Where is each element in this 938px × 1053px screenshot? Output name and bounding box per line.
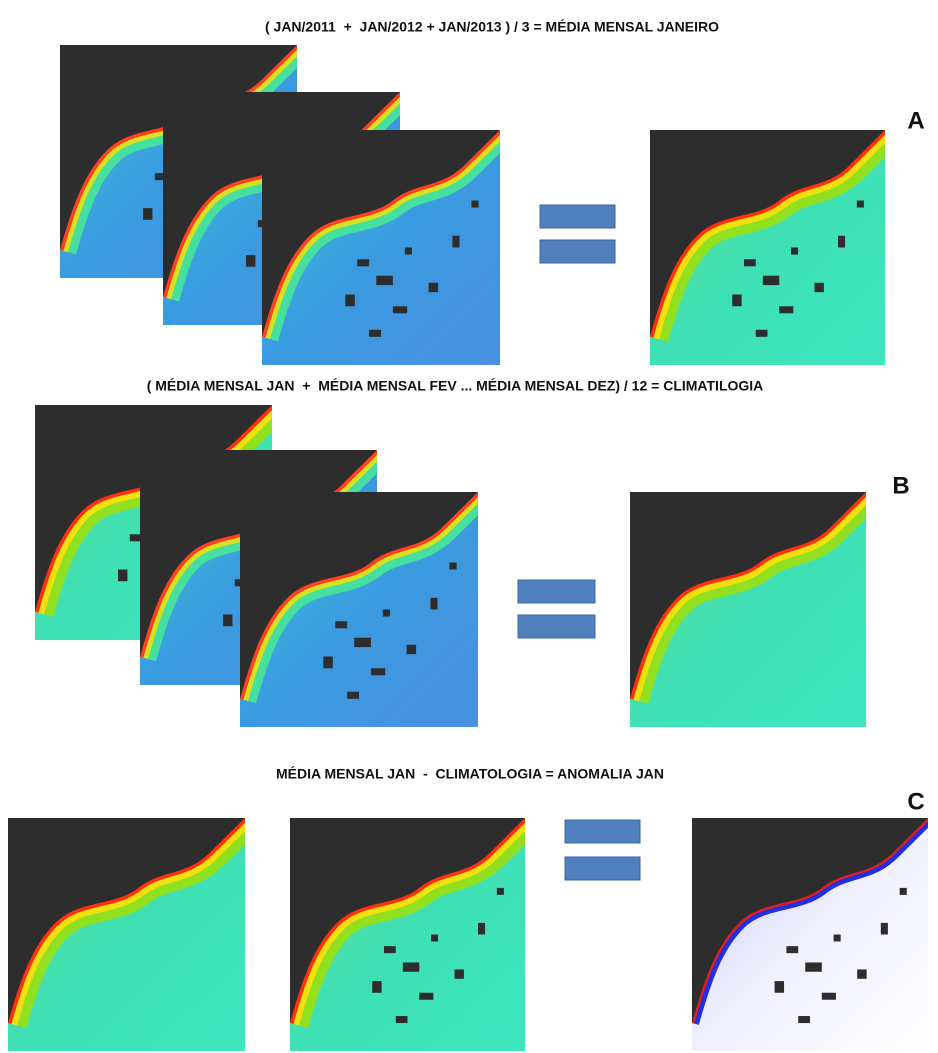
map-image — [240, 492, 478, 727]
equals-bar — [564, 819, 641, 844]
equals-bar — [517, 614, 596, 639]
equals-bar — [539, 239, 616, 264]
map-image — [290, 818, 525, 1051]
map-image — [262, 130, 500, 365]
map-image — [692, 818, 928, 1051]
equals-bar — [517, 579, 596, 604]
equals-bar — [539, 204, 616, 229]
formula: ( JAN/2011 + JAN/2012 + JAN/2013 ) / 3 =… — [265, 19, 719, 35]
map-image — [650, 130, 885, 365]
panel-label: B — [892, 472, 909, 499]
map-image — [8, 818, 245, 1051]
formula: ( MÉDIA MENSAL JAN + MÉDIA MENSAL FEV ..… — [147, 378, 764, 394]
panel-label: C — [907, 788, 924, 815]
panel-label: A — [907, 107, 924, 134]
map-image — [630, 492, 866, 727]
equals-bar — [564, 856, 641, 881]
formula: MÉDIA MENSAL JAN - CLIMATOLOGIA = ANOMAL… — [276, 766, 664, 782]
